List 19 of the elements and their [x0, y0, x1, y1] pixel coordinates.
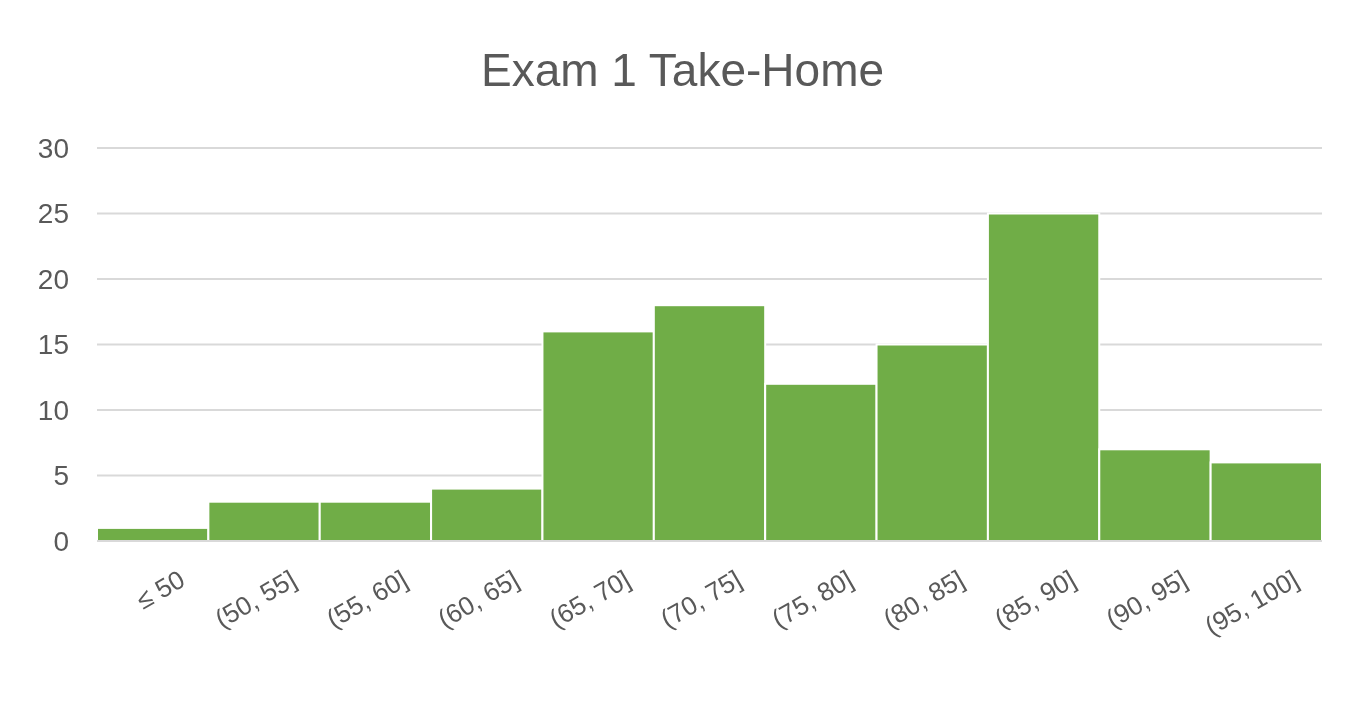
chart-title: Exam 1 Take-Home [480, 44, 885, 96]
x-tick-label: (80, 85] [877, 563, 970, 635]
y-tick-label: 0 [53, 525, 69, 557]
y-tick-label: 5 [53, 460, 69, 492]
x-tick-label: (50, 55] [209, 563, 302, 635]
x-tick-label: (55, 60] [321, 563, 413, 635]
x-tick-label: (65, 70] [543, 563, 636, 635]
y-tick-label: 15 [37, 329, 69, 361]
y-tick-label: 20 [37, 263, 69, 295]
x-tick-label: (90, 95] [1100, 563, 1193, 635]
y-tick-label: 25 [37, 198, 69, 230]
x-tick-label: (95, 100] [1199, 563, 1304, 642]
x-tick-label: ≤ 50 [131, 563, 190, 616]
y-tick-label: 30 [37, 132, 69, 164]
y-tick-label: 10 [37, 394, 69, 426]
x-tick-label: (75, 80] [766, 563, 858, 635]
x-tick-label: (60, 65] [432, 563, 524, 635]
x-tick-label: (70, 75] [655, 563, 747, 635]
x-tick-label: (85, 90] [989, 563, 1081, 635]
